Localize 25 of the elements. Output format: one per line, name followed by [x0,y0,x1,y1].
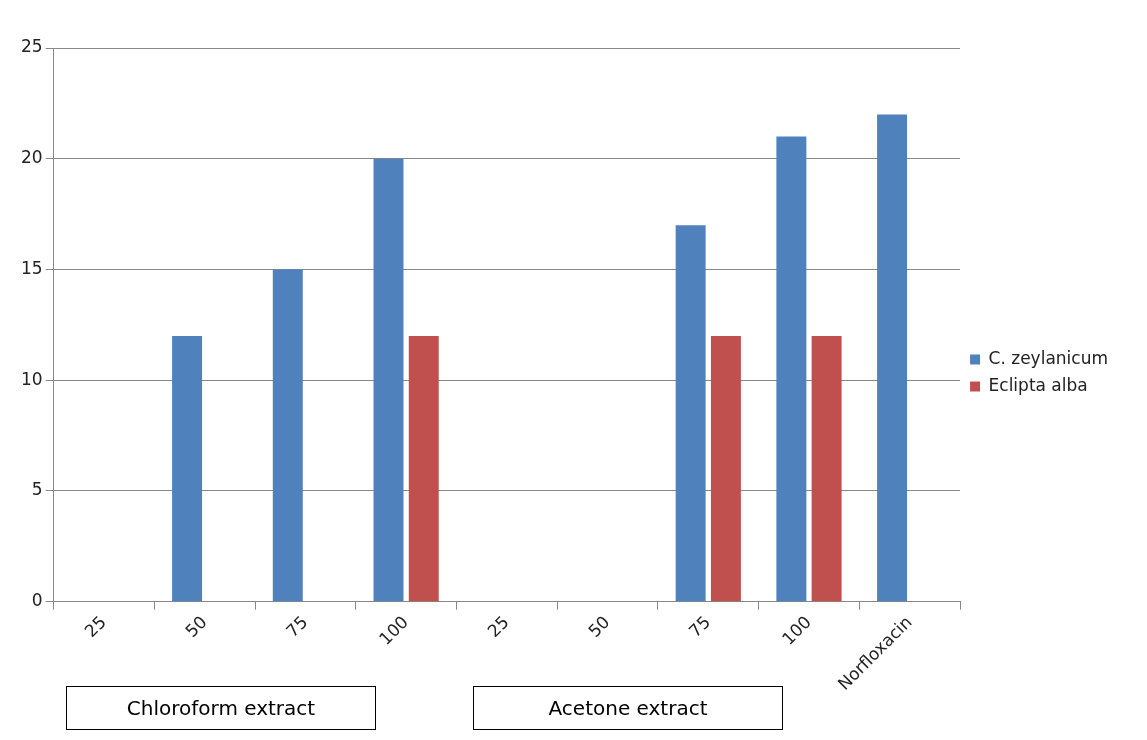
bar [408,335,439,602]
bar [272,269,303,602]
x-tick-label: 75 [281,611,312,642]
x-tick-label: 75 [684,611,715,642]
y-tick-label: 10 [20,368,43,389]
x-tick-label: 25 [80,611,110,642]
y-tick-label: 25 [20,36,43,57]
y-tick-label: 5 [31,479,43,500]
bar [710,335,741,602]
y-tick-label: 15 [20,257,43,278]
y-tick-label: 0 [31,590,43,611]
text: Chloroform extract [66,686,376,730]
text: Acetone extract [473,686,783,730]
bar [877,114,908,602]
legend-label: C. zeylanicum [988,347,1109,368]
bar [675,225,706,602]
x-tick-label: 50 [181,611,211,642]
x-tick-label: 50 [584,611,614,642]
x-tick-label: 25 [483,611,513,642]
bar [172,335,203,602]
bar [776,136,807,602]
bar [373,158,404,602]
y-tick-label: 20 [20,147,43,168]
bar [811,335,842,602]
legend-label: Eclipta alba [988,374,1088,395]
